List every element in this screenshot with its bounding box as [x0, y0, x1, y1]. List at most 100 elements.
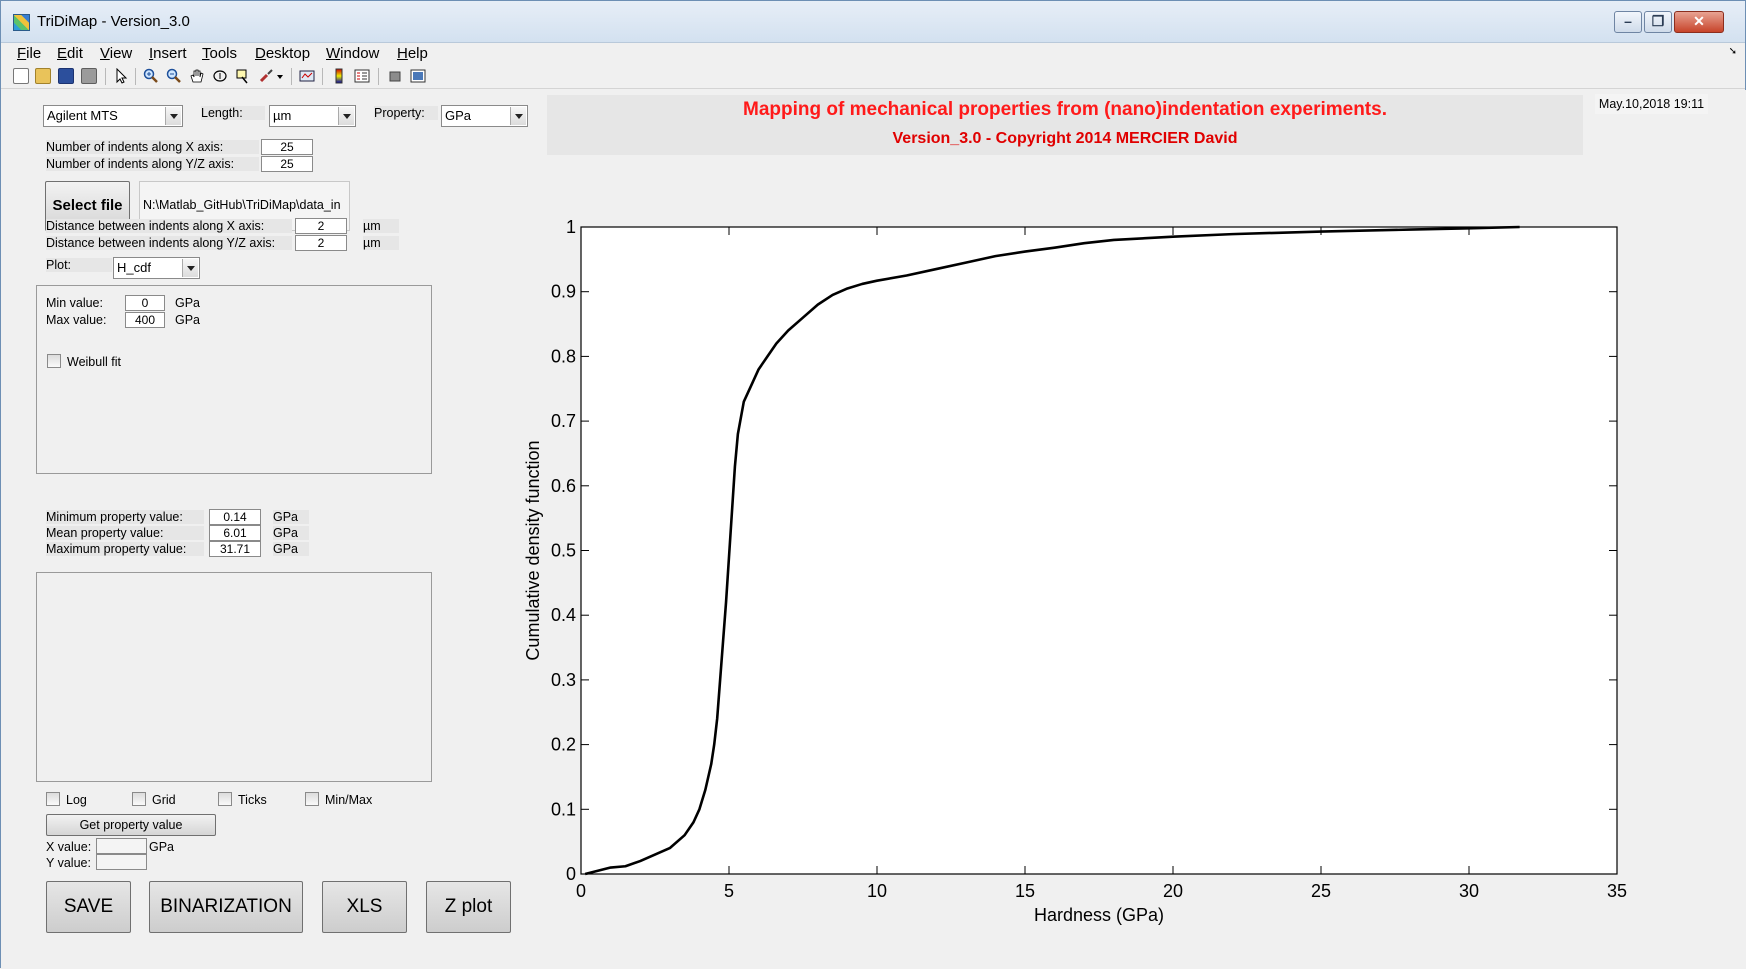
scale-panel: Min value: 0 GPa Max value: 400 GPa Weib…: [36, 285, 432, 474]
chevron-down-icon: [510, 107, 526, 125]
length-unit-select[interactable]: µm: [269, 105, 356, 127]
indents-x-input[interactable]: 25: [261, 139, 313, 155]
get-property-value-button[interactable]: Get property value: [46, 814, 216, 836]
plot-type-select[interactable]: H_cdf: [113, 257, 200, 279]
property-unit-select[interactable]: GPa: [441, 105, 528, 127]
mean-prop-unit: GPa: [273, 526, 309, 540]
restore-icon: ❐: [1651, 13, 1665, 29]
open-folder-icon[interactable]: [35, 68, 51, 84]
binarization-button[interactable]: BINARIZATION: [149, 881, 303, 933]
cdf-line: [584, 225, 1520, 876]
ticks-checkbox[interactable]: [218, 792, 232, 806]
xls-button[interactable]: XLS: [322, 881, 407, 933]
brush-icon[interactable]: [258, 68, 274, 84]
close-icon: ✕: [1693, 13, 1705, 29]
min-value-label: Min value:: [46, 296, 103, 310]
x-tick-label: 10: [867, 881, 887, 901]
app-logo-icon: [13, 14, 30, 31]
menu-view[interactable]: View: [100, 45, 133, 62]
x-value-unit: GPa: [149, 840, 175, 854]
y-value-output: [96, 854, 147, 870]
pointer-icon[interactable]: [113, 67, 129, 84]
close-button[interactable]: ✕: [1674, 11, 1724, 33]
y-tick-label: 1: [566, 217, 576, 237]
grid-label: Grid: [152, 793, 176, 807]
max-prop-label: Maximum property value:: [46, 542, 204, 556]
x-tick-label: 15: [1015, 881, 1035, 901]
print-icon[interactable]: [81, 68, 97, 84]
x-tick-label: 30: [1459, 881, 1479, 901]
colorbar-icon[interactable]: [331, 68, 347, 84]
y-tick-label: 0: [566, 864, 576, 884]
y-value-label: Y value:: [46, 856, 91, 870]
title-bar: TriDiMap - Version_3.0 – ❐ ✕: [1, 1, 1745, 43]
y-tick-label: 0.8: [551, 346, 576, 366]
min-value-input[interactable]: 0: [125, 295, 165, 311]
minimize-button[interactable]: –: [1614, 11, 1642, 33]
min-prop-value: 0.14: [209, 509, 261, 525]
figure-area: Agilent MTS Length: µm Property: GPa Num…: [1, 90, 1746, 969]
x-tick-label: 20: [1163, 881, 1183, 901]
dist-yz-label: Distance between indents along Y/Z axis:: [46, 236, 292, 250]
zoom-out-icon[interactable]: [166, 68, 182, 84]
legend-icon[interactable]: [354, 68, 370, 84]
weibull-label: Weibull fit: [67, 355, 121, 369]
menu-bar: File Edit View Insert Tools Desktop Wind…: [1, 43, 1745, 65]
date-stamp: May.10,2018 19:11: [1595, 94, 1708, 114]
maximize-button[interactable]: ❐: [1644, 11, 1672, 33]
menu-window[interactable]: Window: [326, 45, 380, 62]
file-path-text: N:\Matlab_GitHub\TriDiMap\data_in: [143, 198, 341, 212]
log-checkbox[interactable]: [46, 792, 60, 806]
max-prop-value: 31.71: [209, 541, 261, 557]
pan-hand-icon[interactable]: [189, 68, 205, 84]
plot-label: Plot:: [46, 258, 112, 272]
minimize-icon: –: [1624, 13, 1632, 29]
menu-file[interactable]: File: [17, 45, 42, 62]
dist-yz-unit: µm: [363, 236, 399, 250]
instrument-select[interactable]: Agilent MTS: [43, 105, 183, 127]
cdf-chart[interactable]: 0 5 10 15 20 25 30 35 0 0.1 0.2 0.3 0.4 0.5 0.6 0.7 0.8 0…: [511, 194, 1641, 934]
min-prop-label: Minimum property value:: [46, 510, 204, 524]
max-value-label: Max value:: [46, 313, 107, 327]
chevron-down-icon: [338, 107, 354, 125]
dist-x-input[interactable]: 2: [295, 218, 347, 234]
chevron-down-icon: [182, 259, 198, 277]
menu-tools[interactable]: Tools: [202, 45, 238, 62]
zoom-in-icon[interactable]: [143, 68, 159, 84]
y-tick-label: 0.6: [551, 476, 576, 496]
menu-desktop[interactable]: Desktop: [255, 45, 311, 62]
log-label: Log: [66, 793, 87, 807]
save-icon[interactable]: [58, 68, 74, 84]
page-subtitle: Version_3.0 - Copyright 2014 MERCIER Dav…: [892, 130, 1238, 147]
brush-dropdown-icon[interactable]: [276, 68, 284, 84]
data-cursor-icon[interactable]: [235, 68, 251, 84]
z-plot-button[interactable]: Z plot: [426, 881, 511, 933]
indents-yz-input[interactable]: 25: [261, 156, 313, 172]
grid-checkbox[interactable]: [132, 792, 146, 806]
new-file-icon[interactable]: [13, 68, 29, 84]
link-plot-icon[interactable]: [299, 68, 315, 84]
header-banner: Mapping of mechanical properties from (n…: [547, 95, 1583, 155]
indents-yz-label: Number of indents along Y/Z axis:: [46, 157, 259, 171]
figure-toolbar: [1, 65, 1745, 89]
menu-insert[interactable]: Insert: [149, 45, 187, 62]
mean-prop-label: Mean property value:: [46, 526, 204, 540]
x-tick-label: 0: [576, 881, 586, 901]
y-axis-label: Cumulative density function: [523, 440, 543, 660]
rotate-3d-icon[interactable]: [212, 68, 228, 84]
save-button[interactable]: SAVE: [46, 881, 131, 933]
max-value-input[interactable]: 400: [125, 312, 165, 328]
minmax-checkbox[interactable]: [305, 792, 319, 806]
y-tick-label: 0.2: [551, 735, 576, 755]
weibull-checkbox[interactable]: [47, 354, 61, 368]
menu-dock-arrow-icon[interactable]: ➘: [1728, 46, 1737, 57]
x-tick-label: 5: [724, 881, 734, 901]
hide-plot-tools-icon[interactable]: [387, 68, 403, 84]
show-plot-tools-icon[interactable]: [410, 68, 426, 84]
menu-edit[interactable]: Edit: [57, 45, 83, 62]
dist-yz-input[interactable]: 2: [295, 235, 347, 251]
x-tick-label: 35: [1607, 881, 1627, 901]
x-value-label: X value:: [46, 840, 92, 854]
menu-help[interactable]: Help: [397, 45, 428, 62]
